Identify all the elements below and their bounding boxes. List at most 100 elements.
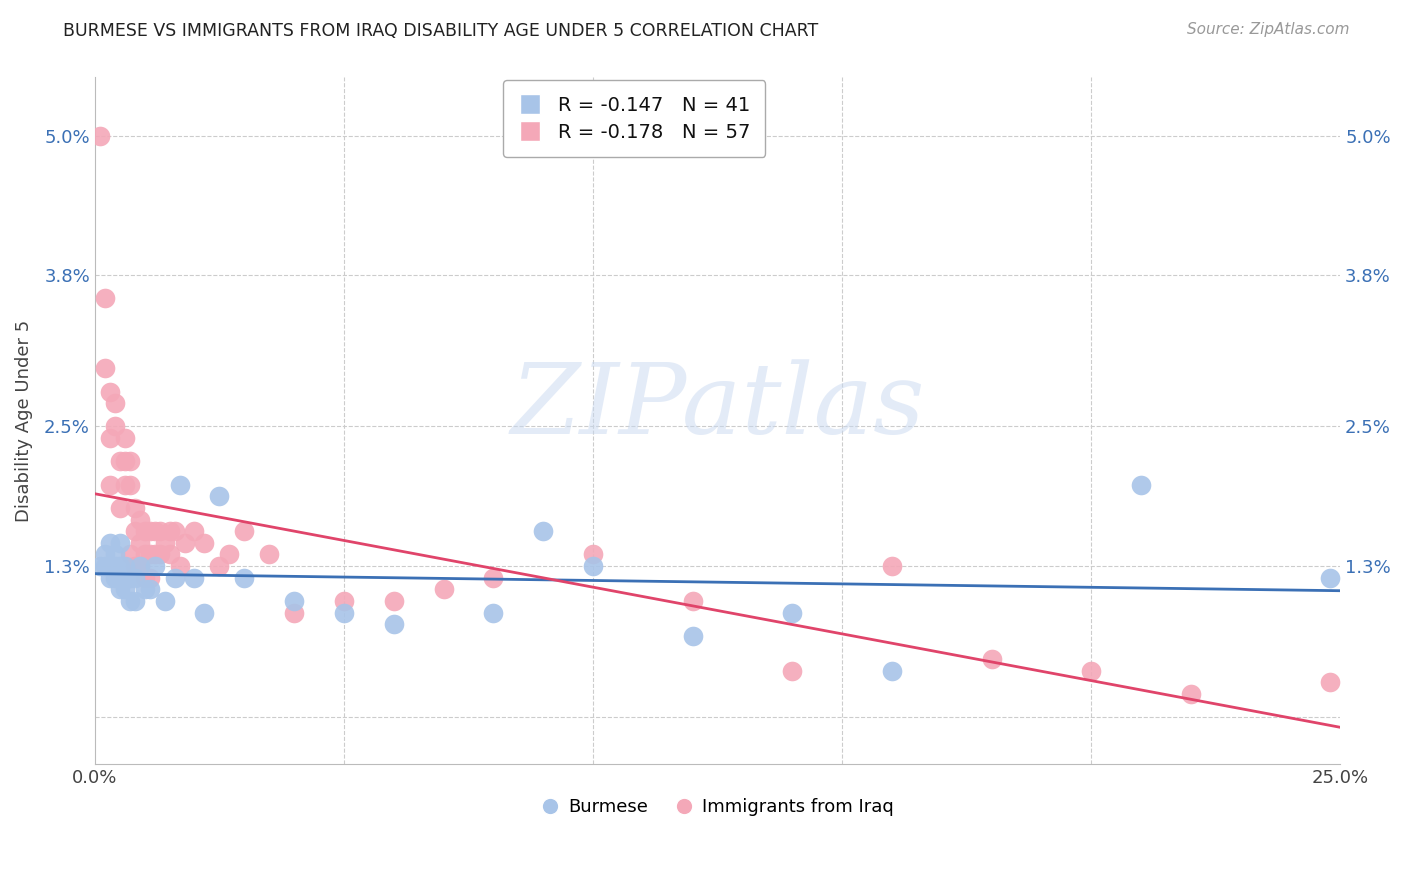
Point [432, 582, 454, 597]
Point [89, 559, 111, 574]
Point [531, 524, 554, 538]
Point [134, 524, 156, 538]
Point [104, 419, 127, 434]
Point [104, 396, 127, 410]
Point [114, 582, 136, 597]
Point [114, 431, 136, 445]
Point [1319, 571, 1341, 585]
Point [118, 571, 141, 585]
Point [143, 548, 166, 562]
Text: Source: ZipAtlas.com: Source: ZipAtlas.com [1187, 22, 1350, 37]
Point [138, 582, 160, 597]
Point [169, 559, 191, 574]
Point [1180, 687, 1202, 701]
Point [880, 664, 903, 678]
Point [163, 524, 186, 538]
Point [173, 536, 195, 550]
Point [128, 512, 150, 526]
Point [94, 559, 117, 574]
Point [124, 500, 146, 515]
Text: BURMESE VS IMMIGRANTS FROM IRAQ DISABILITY AGE UNDER 5 CORRELATION CHART: BURMESE VS IMMIGRANTS FROM IRAQ DISABILI… [63, 22, 818, 40]
Point [153, 594, 176, 608]
Legend: Burmese, Immigrants from Iraq: Burmese, Immigrants from Iraq [534, 791, 901, 823]
Point [1080, 664, 1102, 678]
Point [98, 431, 121, 445]
Point [382, 617, 405, 632]
Point [183, 524, 205, 538]
Point [108, 582, 131, 597]
Point [128, 536, 150, 550]
Point [183, 571, 205, 585]
Point [94, 361, 117, 376]
Point [114, 477, 136, 491]
Point [124, 571, 146, 585]
Point [118, 477, 141, 491]
Point [1319, 675, 1341, 690]
Point [333, 606, 356, 620]
Point [780, 664, 803, 678]
Point [382, 594, 405, 608]
Point [118, 548, 141, 562]
Point [257, 548, 280, 562]
Point [582, 559, 605, 574]
Point [128, 559, 150, 574]
Point [108, 571, 131, 585]
Point [108, 500, 131, 515]
Point [159, 548, 181, 562]
Point [98, 536, 121, 550]
Point [98, 477, 121, 491]
Point [233, 524, 256, 538]
Point [880, 559, 903, 574]
Point [138, 548, 160, 562]
Point [124, 594, 146, 608]
Point [149, 524, 172, 538]
Point [218, 548, 240, 562]
Point [134, 571, 156, 585]
Point [582, 548, 605, 562]
Point [98, 384, 121, 399]
Point [193, 536, 215, 550]
Point [114, 559, 136, 574]
Point [283, 606, 305, 620]
Point [134, 582, 156, 597]
Point [108, 454, 131, 468]
Point [94, 292, 117, 306]
Text: ZIPatlas: ZIPatlas [510, 359, 925, 455]
Point [169, 477, 191, 491]
Point [780, 606, 803, 620]
Point [682, 594, 704, 608]
Point [682, 629, 704, 643]
Point [134, 548, 156, 562]
Point [108, 559, 131, 574]
Point [104, 548, 127, 562]
Point [149, 548, 172, 562]
Point [124, 524, 146, 538]
Point [98, 559, 121, 574]
Point [208, 559, 231, 574]
Point [128, 559, 150, 574]
Point [94, 548, 117, 562]
Point [104, 571, 127, 585]
Point [1130, 477, 1153, 491]
Point [233, 571, 256, 585]
Point [124, 559, 146, 574]
Point [89, 128, 111, 143]
Point [482, 606, 505, 620]
Point [333, 594, 356, 608]
Point [98, 571, 121, 585]
Point [118, 454, 141, 468]
Point [114, 454, 136, 468]
Point [163, 571, 186, 585]
Y-axis label: Disability Age Under 5: Disability Age Under 5 [15, 319, 32, 522]
Point [153, 536, 176, 550]
Point [482, 571, 505, 585]
Point [143, 559, 166, 574]
Point [193, 606, 215, 620]
Point [143, 524, 166, 538]
Point [208, 489, 231, 503]
Point [104, 559, 127, 574]
Point [138, 571, 160, 585]
Point [108, 536, 131, 550]
Point [283, 594, 305, 608]
Point [118, 594, 141, 608]
